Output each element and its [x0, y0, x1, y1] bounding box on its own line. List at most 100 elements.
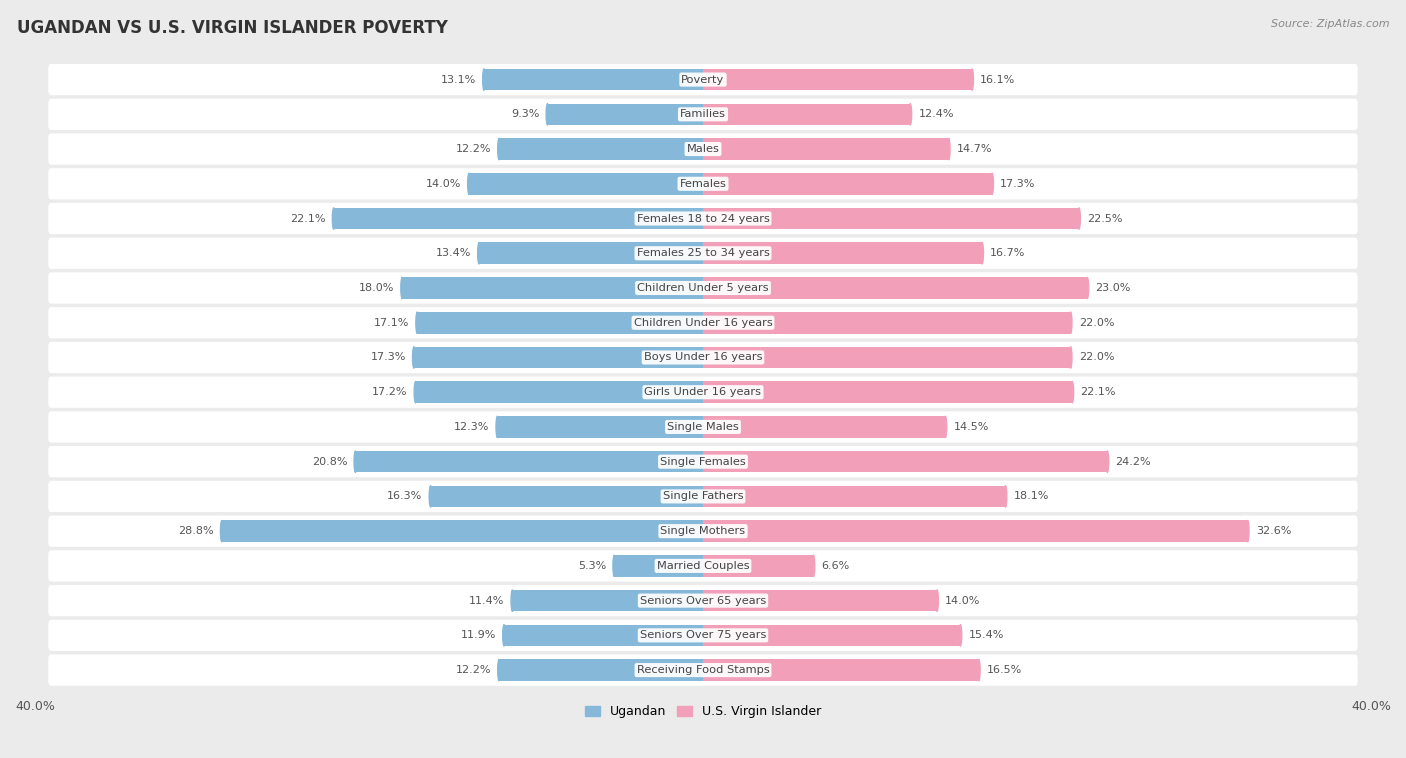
Text: Males: Males: [686, 144, 720, 154]
Polygon shape: [613, 555, 614, 577]
Bar: [703, 625, 960, 646]
Bar: [703, 381, 1073, 403]
Text: Seniors Over 75 years: Seniors Over 75 years: [640, 631, 766, 641]
Polygon shape: [949, 138, 950, 160]
Text: Females 18 to 24 years: Females 18 to 24 years: [637, 214, 769, 224]
Bar: [413, 346, 703, 368]
Polygon shape: [1107, 451, 1109, 472]
FancyBboxPatch shape: [48, 168, 1358, 199]
FancyBboxPatch shape: [48, 481, 1358, 512]
Text: 17.3%: 17.3%: [370, 352, 406, 362]
Text: Females 25 to 34 years: Females 25 to 34 years: [637, 249, 769, 258]
Bar: [430, 486, 703, 507]
Bar: [333, 208, 703, 230]
Polygon shape: [503, 625, 505, 646]
FancyBboxPatch shape: [48, 585, 1358, 616]
Text: Poverty: Poverty: [682, 74, 724, 85]
Text: 12.3%: 12.3%: [454, 422, 489, 432]
FancyBboxPatch shape: [48, 342, 1358, 373]
Polygon shape: [1070, 346, 1071, 368]
FancyBboxPatch shape: [48, 377, 1358, 408]
Bar: [548, 104, 703, 125]
FancyBboxPatch shape: [48, 654, 1358, 686]
Bar: [484, 69, 703, 90]
Text: 17.3%: 17.3%: [1000, 179, 1036, 189]
Text: Single Females: Single Females: [661, 456, 745, 467]
Text: 16.5%: 16.5%: [987, 665, 1022, 675]
Bar: [479, 243, 703, 264]
Text: 17.1%: 17.1%: [374, 318, 409, 327]
Text: 22.1%: 22.1%: [1080, 387, 1116, 397]
Bar: [703, 659, 979, 681]
Bar: [703, 138, 949, 160]
Legend: Ugandan, U.S. Virgin Islander: Ugandan, U.S. Virgin Islander: [581, 700, 825, 723]
FancyBboxPatch shape: [48, 237, 1358, 269]
Polygon shape: [482, 69, 484, 90]
Text: 12.4%: 12.4%: [918, 109, 953, 119]
FancyBboxPatch shape: [48, 203, 1358, 234]
Polygon shape: [415, 381, 416, 403]
Polygon shape: [813, 555, 815, 577]
Text: Single Males: Single Males: [666, 422, 740, 432]
Text: 24.2%: 24.2%: [1115, 456, 1152, 467]
Text: 14.7%: 14.7%: [957, 144, 993, 154]
Polygon shape: [416, 312, 418, 334]
Text: Seniors Over 65 years: Seniors Over 65 years: [640, 596, 766, 606]
Text: Children Under 16 years: Children Under 16 years: [634, 318, 772, 327]
Bar: [703, 208, 1078, 230]
Bar: [703, 486, 1005, 507]
Polygon shape: [1078, 208, 1080, 230]
Bar: [703, 173, 993, 195]
Text: Single Fathers: Single Fathers: [662, 491, 744, 501]
Polygon shape: [1073, 381, 1074, 403]
Text: 18.0%: 18.0%: [359, 283, 394, 293]
Bar: [703, 69, 972, 90]
Text: Girls Under 16 years: Girls Under 16 years: [644, 387, 762, 397]
Text: Source: ZipAtlas.com: Source: ZipAtlas.com: [1271, 19, 1389, 29]
Bar: [703, 104, 910, 125]
Text: Families: Families: [681, 109, 725, 119]
Polygon shape: [496, 416, 498, 437]
Polygon shape: [429, 486, 430, 507]
Text: 14.0%: 14.0%: [426, 179, 461, 189]
Text: 9.3%: 9.3%: [510, 109, 540, 119]
Text: Married Couples: Married Couples: [657, 561, 749, 571]
Bar: [614, 555, 703, 577]
FancyBboxPatch shape: [48, 99, 1358, 130]
Text: 16.7%: 16.7%: [990, 249, 1025, 258]
Text: 16.1%: 16.1%: [980, 74, 1015, 85]
Text: 16.3%: 16.3%: [387, 491, 422, 501]
Polygon shape: [981, 243, 983, 264]
Text: 15.4%: 15.4%: [969, 631, 1004, 641]
Polygon shape: [510, 590, 513, 612]
Bar: [402, 277, 703, 299]
FancyBboxPatch shape: [48, 272, 1358, 304]
Text: 14.0%: 14.0%: [945, 596, 980, 606]
Bar: [498, 416, 703, 437]
Text: UGANDAN VS U.S. VIRGIN ISLANDER POVERTY: UGANDAN VS U.S. VIRGIN ISLANDER POVERTY: [17, 19, 447, 37]
Bar: [703, 416, 945, 437]
Bar: [703, 555, 813, 577]
Text: 12.2%: 12.2%: [456, 144, 491, 154]
Polygon shape: [1087, 277, 1088, 299]
Bar: [703, 243, 981, 264]
Text: 22.0%: 22.0%: [1078, 318, 1115, 327]
FancyBboxPatch shape: [48, 133, 1358, 164]
Polygon shape: [979, 659, 980, 681]
Text: 11.4%: 11.4%: [468, 596, 505, 606]
Polygon shape: [478, 243, 479, 264]
Text: 13.4%: 13.4%: [436, 249, 471, 258]
Text: 12.2%: 12.2%: [456, 665, 491, 675]
FancyBboxPatch shape: [48, 307, 1358, 338]
Text: 22.5%: 22.5%: [1087, 214, 1122, 224]
Text: 11.9%: 11.9%: [461, 631, 496, 641]
Polygon shape: [546, 104, 548, 125]
Bar: [703, 346, 1070, 368]
Text: Receiving Food Stamps: Receiving Food Stamps: [637, 665, 769, 675]
FancyBboxPatch shape: [48, 412, 1358, 443]
Polygon shape: [221, 521, 222, 542]
Bar: [703, 590, 936, 612]
Text: 13.1%: 13.1%: [440, 74, 475, 85]
Polygon shape: [972, 69, 973, 90]
Text: 6.6%: 6.6%: [821, 561, 849, 571]
